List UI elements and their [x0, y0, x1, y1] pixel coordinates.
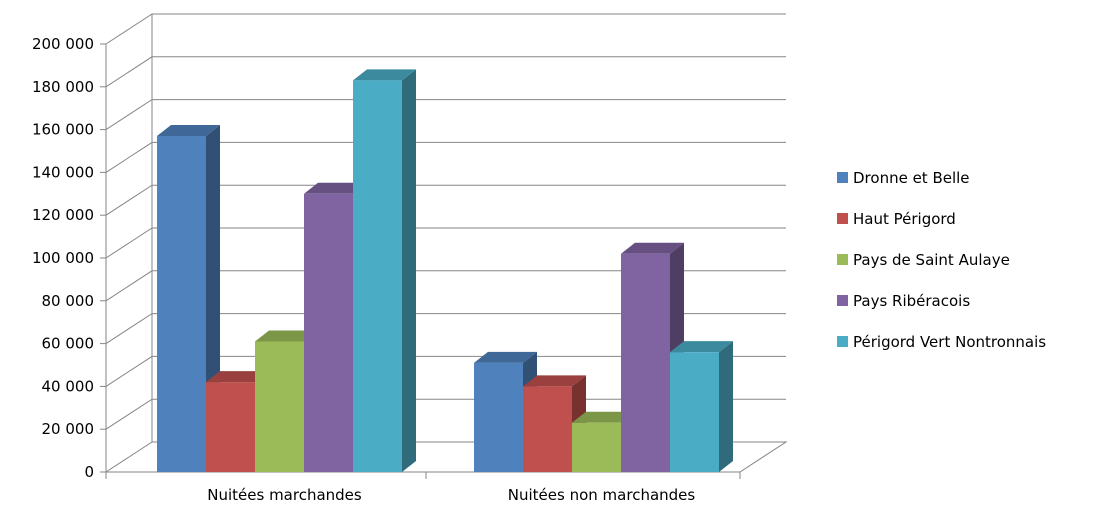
gridline: [105, 13, 786, 45]
legend: Dronne et Belle Haut Périgord Pays de Sain…: [837, 169, 1046, 351]
bar-top: [157, 125, 220, 137]
legend-label: Pays de Saint Aulaye: [853, 251, 1010, 269]
bar-front: [157, 136, 206, 472]
bar-top: [206, 371, 269, 383]
y-tick-label: 140 000: [32, 163, 94, 181]
legend-swatch: [837, 336, 848, 347]
legend-item: Dronne et Belle: [837, 169, 970, 187]
legend-label: Pays Ribéracois: [853, 292, 970, 310]
bar-top: [353, 69, 416, 81]
bar-top: [572, 411, 635, 423]
bars: [157, 69, 733, 473]
bar-front: [474, 362, 523, 472]
legend-item: Pays de Saint Aulaye: [837, 251, 1010, 269]
y-tick-label: 180 000: [32, 78, 94, 96]
x-category-label: Nuitées non marchandes: [508, 486, 696, 504]
legend-swatch: [837, 295, 848, 306]
axis-labels: 0 20 000 40 000 60 000 80 000 100 000 120 000 1…: [32, 35, 695, 504]
bar-top: [621, 242, 684, 254]
legend-swatch: [837, 213, 848, 224]
legend-swatch: [837, 254, 848, 265]
bar: [353, 69, 416, 472]
bar: [670, 341, 733, 472]
bar-front: [304, 193, 353, 473]
y-tick-label: 0: [84, 463, 94, 481]
legend-item: Haut Périgord: [837, 210, 956, 228]
bar-front: [255, 341, 304, 472]
legend-item: Périgord Vert Nontronnais: [837, 333, 1046, 351]
bar-front: [572, 422, 621, 472]
legend-swatch: [837, 172, 848, 183]
bar-front: [621, 253, 670, 472]
bar: [157, 125, 220, 473]
y-tick-label: 120 000: [32, 206, 94, 224]
bar-front: [523, 386, 572, 472]
y-tick-label: 60 000: [42, 335, 95, 353]
bar-top: [670, 341, 733, 353]
y-tick-label: 200 000: [32, 35, 94, 53]
bar-side: [719, 341, 733, 472]
x-category-label: Nuitées marchandes: [207, 486, 362, 504]
y-tick-label: 20 000: [42, 420, 95, 438]
bar-front: [670, 352, 719, 472]
bar-top: [523, 375, 586, 387]
bar-top: [474, 351, 537, 363]
bar-top: [255, 330, 318, 342]
legend-label: Dronne et Belle: [853, 169, 970, 187]
y-tick-label: 80 000: [42, 292, 95, 310]
y-tick-label: 100 000: [32, 249, 94, 267]
y-tick-label: 40 000: [42, 377, 95, 395]
bar-top: [304, 182, 367, 194]
bar-front: [206, 382, 255, 472]
legend-label: Haut Périgord: [853, 210, 956, 228]
bar-side: [402, 69, 416, 472]
legend-item: Pays Ribéracois: [837, 292, 970, 310]
gridline: [105, 56, 786, 88]
y-tick-label: 160 000: [32, 121, 94, 139]
legend-label: Périgord Vert Nontronnais: [853, 333, 1046, 351]
bar-front: [353, 80, 402, 472]
